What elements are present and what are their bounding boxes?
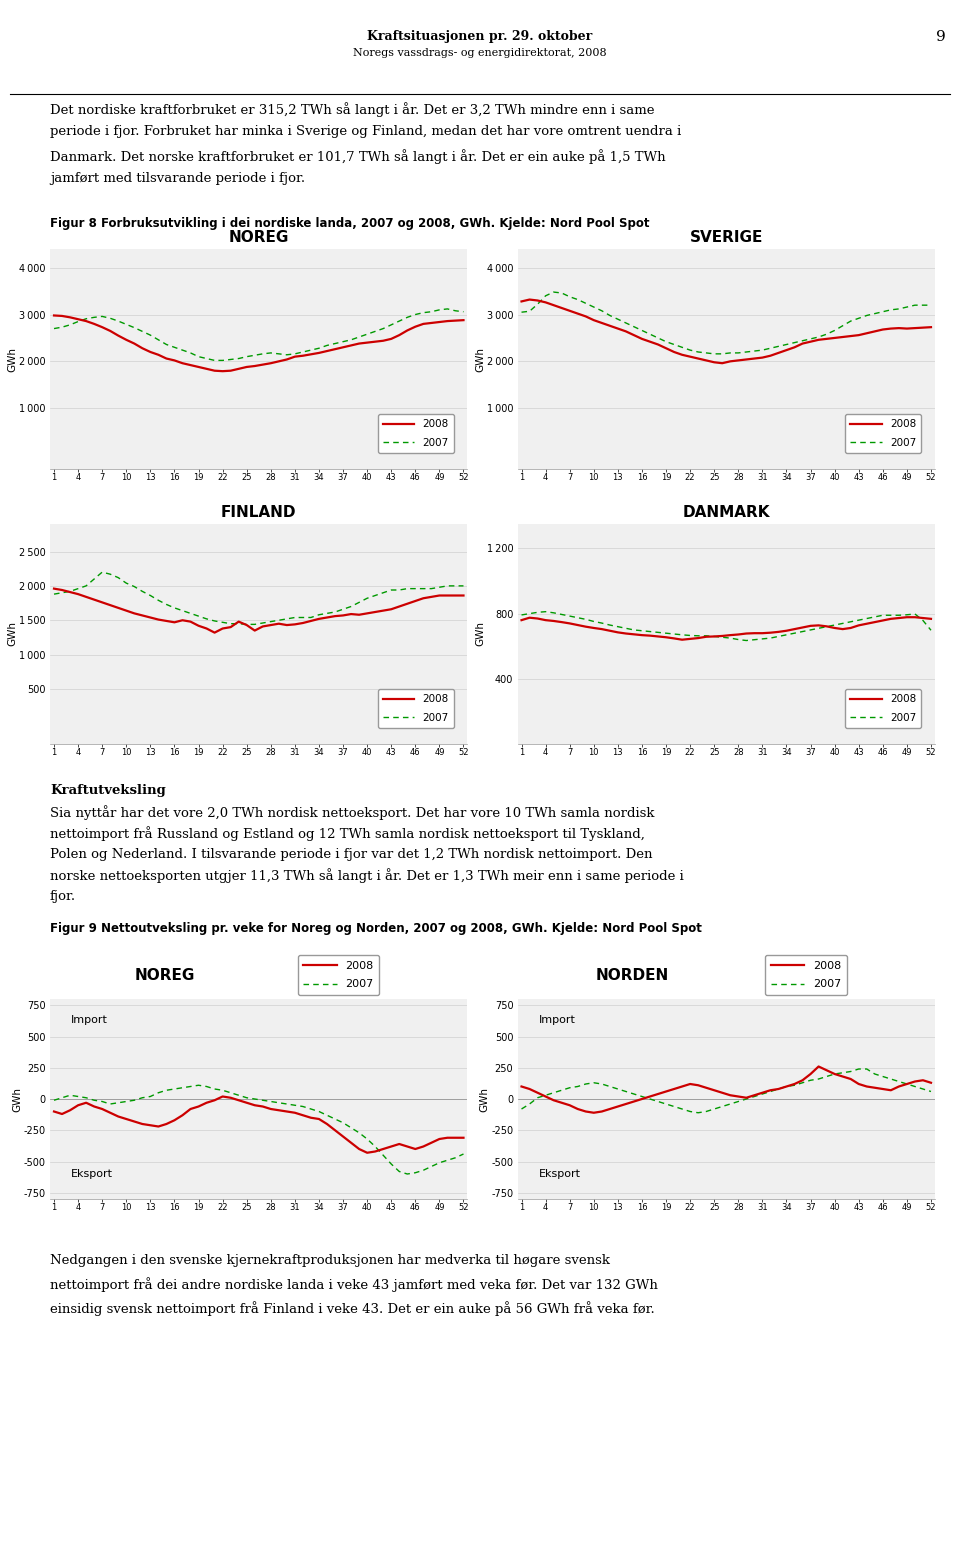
Legend: 2008, 2007: 2008, 2007: [298, 955, 379, 996]
Text: Figur 8 Forbruksutvikling i dei nordiske landa, 2007 og 2008, GWh. Kjelde: Nord : Figur 8 Forbruksutvikling i dei nordiske…: [50, 216, 650, 230]
Text: Import: Import: [71, 1014, 108, 1025]
Text: Noregs vassdrags- og energidirektorat, 2008: Noregs vassdrags- og energidirektorat, 2…: [353, 47, 607, 58]
Legend: 2008, 2007: 2008, 2007: [377, 414, 454, 453]
Legend: 2008, 2007: 2008, 2007: [845, 688, 922, 728]
Text: periode i fjor. Forbruket har minka i Sverige og Finland, medan det har vore omt: periode i fjor. Forbruket har minka i Sv…: [50, 125, 682, 138]
Text: Danmark. Det norske kraftforbruket er 101,7 TWh så langt i år. Det er ein auke p: Danmark. Det norske kraftforbruket er 10…: [50, 149, 665, 163]
Y-axis label: GWh: GWh: [8, 347, 18, 372]
Text: nettoimport frå Russland og Estland og 12 TWh samla nordisk nettoeksport til Tys: nettoimport frå Russland og Estland og 1…: [50, 826, 645, 842]
Y-axis label: GWh: GWh: [480, 1087, 490, 1112]
Text: Eksport: Eksport: [539, 1170, 581, 1179]
Text: Import: Import: [539, 1014, 575, 1025]
Y-axis label: GWh: GWh: [12, 1087, 22, 1112]
Title: FINLAND: FINLAND: [221, 505, 297, 521]
Text: norske nettoeksporten utgjer 11,3 TWh så langt i år. Det er 1,3 TWh meir enn i s: norske nettoeksporten utgjer 11,3 TWh så…: [50, 869, 684, 883]
Legend: 2008, 2007: 2008, 2007: [377, 688, 454, 728]
Text: Polen og Nederland. I tilsvarande periode i fjor var det 1,2 TWh nordisk nettoim: Polen og Nederland. I tilsvarande period…: [50, 848, 653, 861]
Text: Det nordiske kraftforbruket er 315,2 TWh så langt i år. Det er 3,2 TWh mindre en: Det nordiske kraftforbruket er 315,2 TWh…: [50, 102, 655, 118]
Text: 9: 9: [936, 30, 946, 44]
Text: fjor.: fjor.: [50, 889, 76, 903]
Text: Sia nyttår har det vore 2,0 TWh nordisk nettoeksport. Det har vore 10 TWh samla : Sia nyttår har det vore 2,0 TWh nordisk …: [50, 806, 655, 820]
Text: Kraftsituasjonen pr. 29. oktober: Kraftsituasjonen pr. 29. oktober: [368, 30, 592, 42]
Text: Eksport: Eksport: [71, 1170, 113, 1179]
Text: NOREG: NOREG: [134, 967, 195, 983]
Text: NORDEN: NORDEN: [596, 967, 669, 983]
Legend: 2008, 2007: 2008, 2007: [765, 955, 847, 996]
Title: DANMARK: DANMARK: [683, 505, 770, 521]
Title: NOREG: NOREG: [228, 230, 289, 245]
Y-axis label: GWh: GWh: [8, 621, 17, 646]
Y-axis label: GWh: GWh: [475, 621, 486, 646]
Text: einsidig svensk nettoimport frå Finland i veke 43. Det er ein auke på 56 GWh frå: einsidig svensk nettoimport frå Finland …: [50, 1301, 655, 1316]
Legend: 2008, 2007: 2008, 2007: [845, 414, 922, 453]
Text: Figur 9 Nettoutveksling pr. veke for Noreg og Norden, 2007 og 2008, GWh. Kjelde:: Figur 9 Nettoutveksling pr. veke for Nor…: [50, 922, 702, 935]
Text: jamført med tilsvarande periode i fjor.: jamført med tilsvarande periode i fjor.: [50, 172, 305, 185]
Title: SVERIGE: SVERIGE: [689, 230, 763, 245]
Text: Kraftutveksling: Kraftutveksling: [50, 784, 166, 797]
Text: Nedgangen i den svenske kjernekraftproduksjonen har medverka til høgare svensk: Nedgangen i den svenske kjernekraftprodu…: [50, 1254, 610, 1267]
Y-axis label: GWh: GWh: [475, 347, 486, 372]
Text: nettoimport frå dei andre nordiske landa i veke 43 jamført med veka før. Det var: nettoimport frå dei andre nordiske landa…: [50, 1278, 658, 1292]
